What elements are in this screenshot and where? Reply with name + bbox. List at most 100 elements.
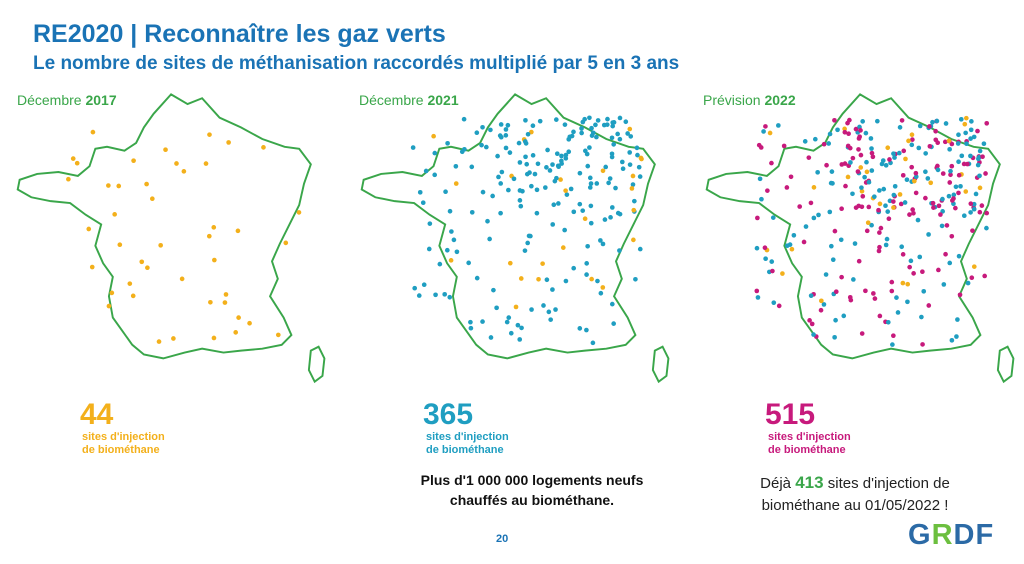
site-marker	[755, 295, 761, 300]
site-marker	[853, 126, 859, 132]
site-marker	[568, 186, 574, 192]
site-marker	[416, 293, 422, 298]
site-marker	[233, 330, 239, 335]
site-marker	[283, 240, 289, 246]
site-marker	[947, 180, 953, 185]
site-marker	[899, 118, 905, 123]
site-marker	[417, 189, 423, 195]
site-marker	[855, 169, 861, 174]
site-marker	[550, 222, 556, 227]
site-marker	[926, 232, 931, 237]
site-marker	[850, 191, 855, 197]
site-marker	[841, 313, 847, 319]
site-marker	[910, 137, 915, 142]
site-marker	[946, 138, 952, 144]
site-marker	[589, 125, 594, 131]
count-2022: 515	[765, 398, 816, 431]
site-marker	[546, 309, 552, 315]
site-marker	[484, 144, 489, 150]
site-marker	[826, 141, 832, 146]
site-marker	[158, 242, 164, 248]
site-marker	[563, 156, 569, 161]
site-marker	[780, 271, 785, 276]
site-marker	[891, 205, 896, 210]
site-marker	[507, 260, 513, 266]
site-marker	[555, 163, 561, 169]
site-marker	[819, 298, 824, 304]
site-marker	[420, 200, 426, 206]
site-marker	[897, 192, 903, 197]
site-marker	[896, 150, 902, 156]
site-marker	[437, 261, 443, 267]
site-marker	[833, 317, 838, 323]
site-marker	[973, 191, 979, 197]
site-marker	[880, 158, 886, 163]
count-2017: 44	[80, 398, 114, 431]
site-marker	[559, 161, 564, 166]
site-marker	[525, 240, 531, 246]
site-marker	[845, 143, 851, 149]
site-marker	[453, 163, 459, 169]
site-marker	[923, 195, 928, 201]
site-marker	[580, 208, 586, 213]
site-marker	[627, 162, 633, 167]
site-marker	[845, 174, 851, 180]
site-marker	[490, 193, 495, 199]
site-marker	[620, 166, 626, 172]
corsica-outline	[996, 345, 1015, 384]
site-marker	[959, 153, 965, 159]
site-marker	[469, 164, 475, 170]
site-marker	[494, 305, 499, 311]
site-marker	[948, 172, 953, 178]
site-marker	[451, 237, 457, 243]
site-marker	[145, 265, 150, 271]
site-marker	[915, 217, 921, 223]
site-marker	[589, 276, 594, 282]
site-marker	[890, 342, 895, 347]
site-marker	[449, 229, 454, 234]
site-marker	[106, 183, 111, 188]
site-marker	[758, 145, 764, 150]
site-marker	[811, 332, 816, 337]
slide-title: RE2020 | Reconnaître les gaz verts	[33, 20, 446, 48]
site-marker	[905, 299, 910, 305]
site-marker	[935, 140, 941, 146]
site-marker	[977, 185, 983, 191]
site-marker	[903, 156, 908, 162]
site-marker	[468, 325, 474, 331]
site-marker	[247, 320, 252, 326]
site-marker	[862, 174, 867, 180]
site-marker	[445, 140, 450, 146]
site-marker	[946, 193, 952, 199]
site-marker	[864, 169, 870, 175]
site-marker	[977, 173, 982, 179]
site-marker	[866, 204, 872, 210]
site-marker	[615, 131, 620, 137]
site-marker	[537, 118, 543, 124]
site-marker	[971, 264, 977, 269]
france-outline	[705, 93, 1015, 384]
site-marker	[979, 203, 985, 208]
site-marker	[553, 117, 559, 122]
site-marker	[587, 145, 592, 150]
site-marker	[598, 238, 603, 243]
site-marker	[518, 276, 524, 281]
site-marker	[936, 203, 942, 209]
site-marker	[909, 164, 915, 170]
site-marker	[582, 116, 587, 122]
site-marker	[883, 242, 889, 248]
site-marker	[934, 118, 940, 124]
site-marker	[885, 209, 891, 214]
site-marker	[763, 124, 768, 129]
corsica-outline	[651, 345, 670, 384]
site-marker	[66, 176, 71, 182]
site-marker	[487, 236, 492, 242]
site-marker	[877, 188, 882, 193]
site-marker	[179, 276, 185, 282]
site-marker	[900, 280, 906, 286]
site-marker	[901, 148, 907, 154]
site-marker	[865, 220, 871, 226]
site-marker	[971, 134, 977, 140]
site-marker	[876, 248, 882, 254]
site-marker	[791, 232, 797, 238]
